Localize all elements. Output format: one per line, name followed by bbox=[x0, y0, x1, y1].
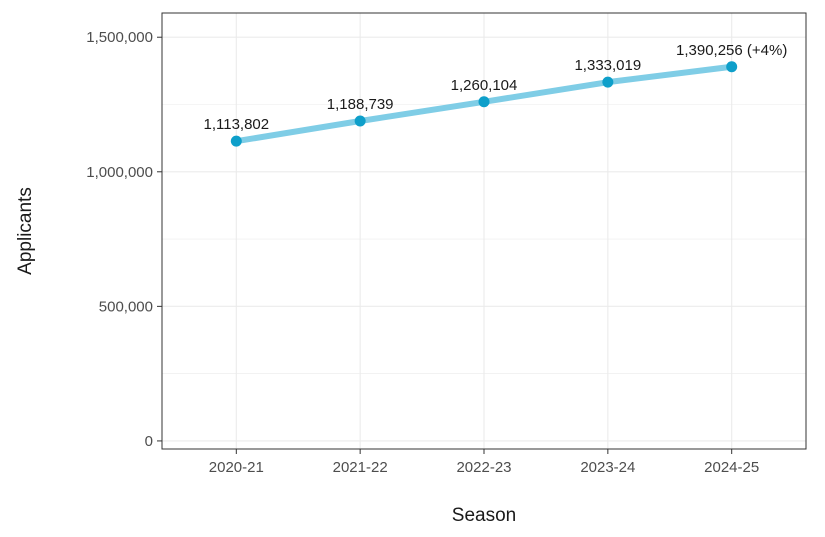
data-label: 1,260,104 bbox=[451, 77, 518, 94]
y-tick-label: 1,000,000 bbox=[86, 164, 153, 181]
data-labels: 1,113,802 1,188,739 1,260,104 1,333,019 1,39… bbox=[203, 42, 787, 133]
x-tick-label: 2023-24 bbox=[580, 459, 635, 476]
axis-ticks bbox=[157, 36, 733, 454]
y-axis-tick-labels: 0 500,000 1,000,000 1,500,000 bbox=[86, 29, 153, 450]
data-point bbox=[726, 61, 738, 73]
y-tick-label: 1,500,000 bbox=[86, 29, 153, 46]
x-axis-title: Season bbox=[452, 505, 516, 526]
x-tick-label: 2022-23 bbox=[456, 459, 511, 476]
y-tick-label: 0 bbox=[145, 433, 153, 450]
data-label: 1,188,739 bbox=[327, 96, 394, 113]
data-point bbox=[230, 135, 242, 147]
x-axis-tick-labels: 2020-21 2021-22 2022-23 2023-24 2024-25 bbox=[209, 459, 759, 476]
x-tick-label: 2021-22 bbox=[333, 459, 388, 476]
data-point bbox=[354, 115, 366, 127]
data-label: 1,333,019 bbox=[574, 57, 641, 74]
data-points bbox=[230, 61, 738, 147]
x-tick-label: 2020-21 bbox=[209, 459, 264, 476]
y-axis-title: Applicants bbox=[15, 187, 36, 275]
x-tick-label: 2024-25 bbox=[704, 459, 759, 476]
data-point bbox=[602, 76, 614, 88]
data-point bbox=[478, 96, 490, 108]
y-tick-label: 500,000 bbox=[99, 298, 153, 315]
data-label: 1,113,802 bbox=[203, 116, 269, 133]
data-label: 1,390,256 (+4%) bbox=[676, 42, 787, 59]
